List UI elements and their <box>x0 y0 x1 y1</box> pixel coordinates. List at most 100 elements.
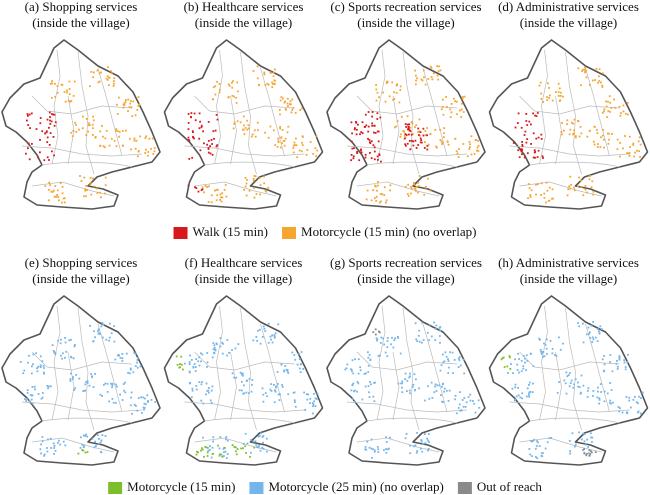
coverage-dot <box>232 127 235 130</box>
coverage-dot <box>406 142 409 145</box>
legend-swatch <box>282 227 297 239</box>
coverage-dot <box>530 189 533 192</box>
coverage-dot <box>536 440 538 442</box>
coverage-dot <box>609 382 612 384</box>
coverage-dot <box>346 363 349 366</box>
coverage-dot <box>101 434 104 436</box>
coverage-dot <box>88 124 91 126</box>
coverage-dot <box>223 189 226 191</box>
coverage-dot <box>540 194 542 196</box>
coverage-dot <box>626 412 629 415</box>
coverage-dot <box>461 97 464 100</box>
coverage-dot <box>221 341 224 344</box>
coverage-dot <box>104 435 107 437</box>
coverage-dot <box>559 91 562 94</box>
coverage-dot <box>556 391 559 394</box>
coverage-dot <box>134 365 137 367</box>
coverage-dot <box>74 121 76 124</box>
coverage-dot <box>59 182 62 185</box>
coverage-dot <box>207 148 210 150</box>
coverage-dot <box>41 130 44 133</box>
coverage-dot <box>48 181 51 184</box>
coverage-dot <box>107 66 109 68</box>
coverage-dot <box>272 75 275 78</box>
coverage-dot <box>440 140 443 143</box>
coverage-dot <box>211 98 214 100</box>
coverage-dot <box>351 132 353 135</box>
coverage-dot <box>221 192 224 195</box>
coverage-dot <box>145 148 147 151</box>
coverage-dot <box>257 446 260 449</box>
coverage-dot <box>130 100 132 102</box>
coverage-dot <box>277 141 280 143</box>
coverage-dot <box>259 449 262 452</box>
coverage-dot <box>226 439 229 442</box>
coverage-dot <box>618 357 621 360</box>
coverage-dot <box>374 132 377 134</box>
coverage-dot <box>275 386 277 389</box>
coverage-dot <box>293 354 296 356</box>
coverage-dot <box>48 126 50 129</box>
coverage-dot <box>545 338 548 341</box>
coverage-dot <box>454 100 456 103</box>
coverage-dot <box>292 391 295 394</box>
coverage-dot <box>129 367 132 370</box>
coverage-dot <box>593 143 596 146</box>
coverage-dot <box>105 129 108 132</box>
coverage-dot <box>586 333 588 336</box>
coverage-dot <box>278 399 281 401</box>
coverage-dot <box>568 133 571 136</box>
coverage-dot <box>415 147 418 149</box>
coverage-dot <box>413 182 415 184</box>
coverage-dot <box>372 131 375 134</box>
coverage-dot <box>47 438 49 441</box>
coverage-dot <box>239 121 242 124</box>
coverage-dot <box>39 122 42 125</box>
coverage-dot <box>294 112 297 114</box>
coverage-dot <box>292 144 295 147</box>
coverage-dot <box>376 339 378 342</box>
coverage-dot <box>385 80 388 83</box>
coverage-dot <box>231 444 234 446</box>
coverage-dot <box>255 444 258 447</box>
coverage-dot <box>616 368 619 370</box>
coverage-dot <box>616 360 618 362</box>
coverage-dot <box>245 391 248 394</box>
coverage-dot <box>478 406 481 409</box>
coverage-dot <box>211 446 214 449</box>
coverage-dot <box>194 119 197 122</box>
coverage-dot <box>539 338 541 341</box>
coverage-dot <box>68 339 71 342</box>
coverage-dot <box>417 185 420 187</box>
coverage-dot <box>201 448 204 451</box>
coverage-dot <box>231 81 233 84</box>
coverage-dot <box>583 448 585 450</box>
coverage-dot <box>522 367 525 370</box>
coverage-dot <box>428 339 430 342</box>
coverage-dot <box>37 365 40 368</box>
coverage-dot <box>226 354 229 357</box>
coverage-dot <box>71 135 74 137</box>
coverage-dot <box>454 394 457 397</box>
coverage-dot <box>376 155 379 158</box>
coverage-dot <box>624 135 626 137</box>
coverage-dot <box>143 408 145 411</box>
panel-title: (inside the village) <box>357 15 454 30</box>
coverage-dot <box>188 139 191 142</box>
coverage-dot <box>88 122 90 125</box>
coverage-dot <box>410 192 412 195</box>
coverage-dot <box>280 96 283 98</box>
coverage-dot <box>26 119 28 122</box>
coverage-dot <box>542 101 544 103</box>
coverage-dot <box>354 358 356 361</box>
coverage-dot <box>440 108 443 111</box>
coverage-dot <box>357 358 360 361</box>
coverage-dot <box>300 150 303 153</box>
coverage-dot <box>385 451 388 454</box>
coverage-dot <box>97 442 100 445</box>
coverage-dot <box>525 354 528 357</box>
coverage-dot <box>367 371 370 373</box>
coverage-dot <box>430 381 433 384</box>
coverage-dot <box>375 195 378 198</box>
coverage-dot <box>279 393 281 396</box>
